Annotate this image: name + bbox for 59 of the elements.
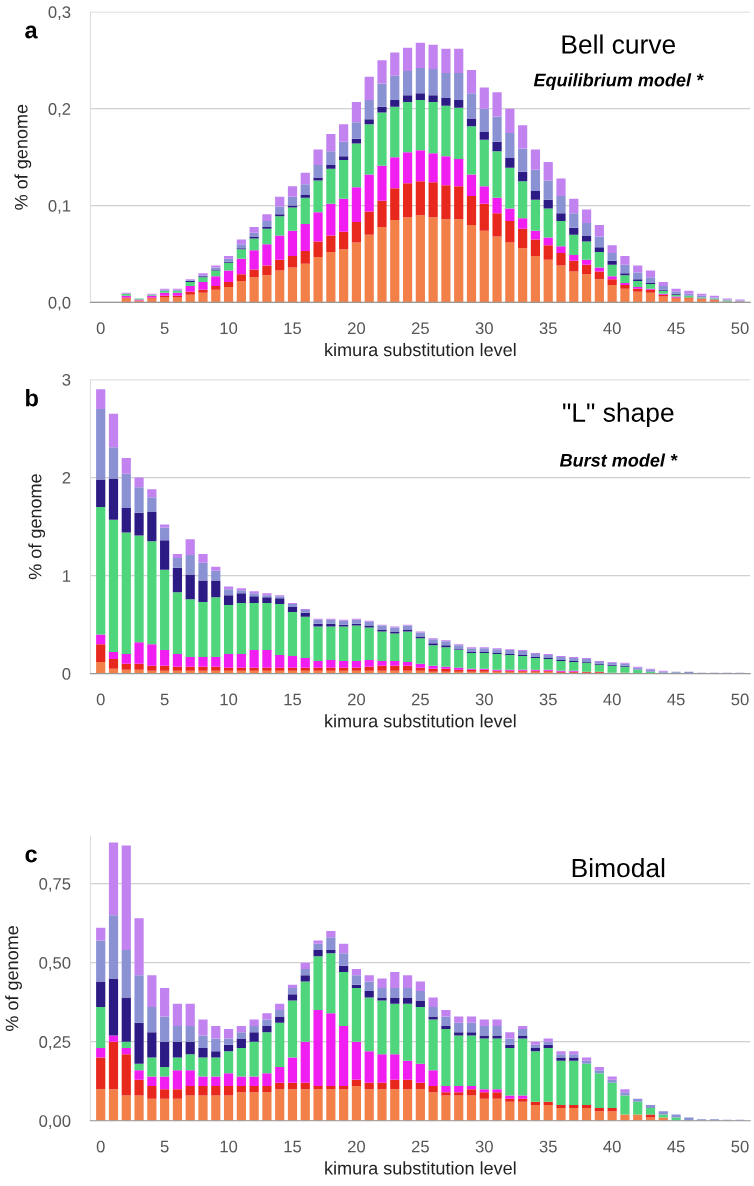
annotation: Burst model *: [559, 453, 678, 467]
x-tick-label: 5: [160, 693, 169, 706]
x-tick-label: 30: [475, 1140, 493, 1153]
annotation: Bimodal: [572, 857, 665, 878]
x-axis-title: kimura substitution level: [325, 1161, 516, 1175]
y-tick-label: 3: [62, 373, 71, 386]
y-tick-label: 1: [63, 570, 71, 582]
text: c: [25, 849, 37, 863]
text: a: [25, 25, 38, 39]
x-tick-label: 45: [667, 693, 685, 706]
x-tick-label: 45: [667, 322, 685, 335]
x-tick-label: 0: [96, 1140, 105, 1153]
x-tick-label: 0: [96, 322, 105, 335]
x-tick-label: 20: [348, 693, 366, 706]
x-tick-label: 40: [603, 1140, 621, 1153]
annotation: Equilibrium model *: [533, 73, 704, 91]
x-tick-label: 0: [96, 693, 105, 706]
x-tick-label: 15: [284, 322, 302, 335]
y-axis-title: % of genome: [5, 926, 22, 1031]
x-tick-label: 25: [411, 1140, 429, 1153]
x-tick-label: 50: [731, 1140, 749, 1153]
y-tick-label: 0,3: [48, 6, 71, 21]
x-tick-label: 5: [160, 1140, 169, 1153]
y-tick-label: 0,50: [39, 957, 71, 971]
annotation: Bell curve: [562, 34, 676, 54]
x-tick-label: 10: [220, 322, 238, 335]
y-tick-label: 0,75: [39, 877, 71, 892]
x-tick-label: 50: [731, 322, 749, 335]
x-tick-label: 15: [284, 1140, 302, 1153]
text: b: [26, 389, 38, 407]
x-tick-label: 20: [348, 1140, 366, 1153]
x-tick-label: 35: [539, 322, 557, 335]
y-tick-label: 0: [62, 668, 71, 680]
x-tick-label: 45: [667, 1140, 685, 1153]
x-tick-label: 15: [284, 693, 302, 706]
x-tick-label: 35: [539, 693, 557, 706]
x-tick-label: 10: [220, 693, 238, 706]
y-axis-title: % of genome: [14, 104, 32, 210]
x-tick-label: 30: [475, 322, 493, 335]
x-axis-title: kimura substitution level: [325, 714, 516, 728]
y-tick-label: 0,1: [48, 199, 71, 214]
y-tick-label: 2: [62, 471, 71, 484]
y-tick-label: 0,25: [39, 1036, 71, 1050]
y-tick-label: 0,00: [39, 1115, 71, 1129]
x-tick-label: 35: [539, 1140, 557, 1153]
x-tick-label: 40: [603, 322, 621, 335]
x-tick-label: 40: [603, 693, 621, 706]
x-axis-title: kimura substitution level: [325, 342, 516, 357]
y-tick-label: 0,0: [48, 296, 71, 311]
x-tick-label: 25: [411, 322, 429, 335]
x-tick-label: 25: [411, 693, 429, 706]
x-tick-label: 5: [160, 322, 169, 335]
x-tick-label: 10: [220, 1140, 238, 1153]
x-tick-label: 50: [731, 693, 749, 706]
x-tick-label: 20: [348, 322, 366, 335]
y-tick-label: 0,2: [48, 103, 71, 117]
x-tick-label: 30: [475, 693, 493, 706]
y-axis-title: % of genome: [28, 474, 46, 580]
annotation: "L" shape: [563, 402, 674, 428]
